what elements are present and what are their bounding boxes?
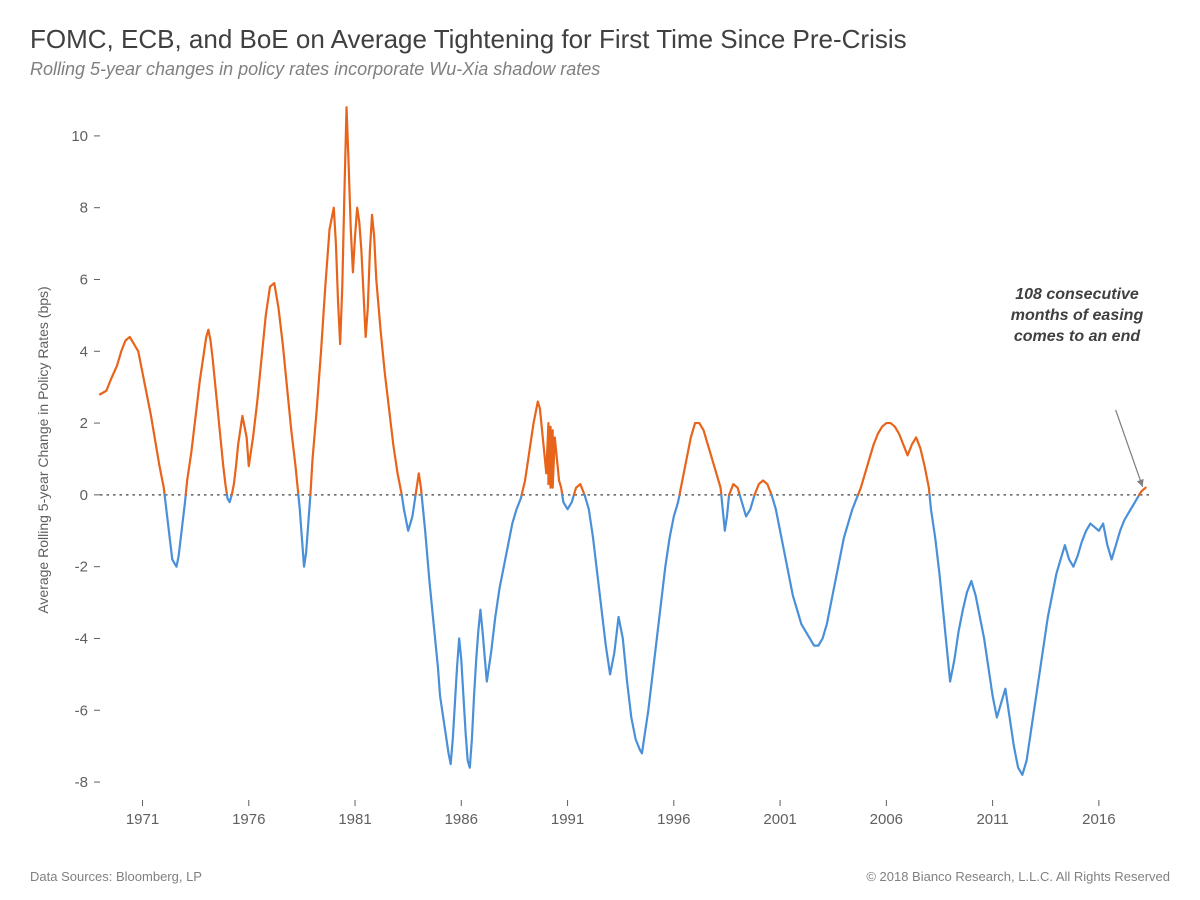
chart-title: FOMC, ECB, and BoE on Average Tightening… xyxy=(30,24,1170,55)
svg-text:1991: 1991 xyxy=(551,811,584,828)
svg-text:-4: -4 xyxy=(75,630,88,647)
svg-text:8: 8 xyxy=(80,200,88,217)
svg-text:1981: 1981 xyxy=(338,811,371,828)
svg-text:2011: 2011 xyxy=(976,811,1008,828)
svg-text:1996: 1996 xyxy=(657,811,690,828)
chart-subtitle: Rolling 5-year changes in policy rates i… xyxy=(30,59,1170,80)
chart-svg: -8 -6 -4 -2 0 2 4 6 8 10 1971 1976 1981 1986 1991 1996 2… xyxy=(30,90,1170,850)
svg-text:2: 2 xyxy=(80,415,88,432)
footer-copyright: © 2018 Bianco Research, L.L.C. All Right… xyxy=(866,869,1170,884)
footer-source: Data Sources: Bloomberg, LP xyxy=(30,869,202,884)
svg-text:1986: 1986 xyxy=(445,811,478,828)
annotation-line: 108 consecutive xyxy=(1015,286,1139,303)
svg-text:2006: 2006 xyxy=(870,811,903,828)
svg-text:-2: -2 xyxy=(75,559,88,576)
chart-area: -8 -6 -4 -2 0 2 4 6 8 10 1971 1976 1981 1986 1991 1996 2… xyxy=(30,90,1170,850)
svg-text:1976: 1976 xyxy=(232,811,265,828)
svg-text:0: 0 xyxy=(80,487,88,504)
svg-text:2016: 2016 xyxy=(1082,811,1115,828)
annotation-text: 108 consecutive months of easing comes t… xyxy=(992,285,1162,347)
svg-text:4: 4 xyxy=(80,343,88,360)
annotation-line: months of easing xyxy=(1011,307,1143,324)
svg-text:2001: 2001 xyxy=(763,811,796,828)
svg-text:-6: -6 xyxy=(75,702,88,719)
svg-text:6: 6 xyxy=(80,271,88,288)
svg-text:10: 10 xyxy=(71,128,88,145)
annotation-line: comes to an end xyxy=(1014,328,1140,345)
svg-text:-8: -8 xyxy=(75,774,88,791)
svg-text:1971: 1971 xyxy=(126,811,159,828)
svg-text:Average Rolling 5-year Change: Average Rolling 5-year Change in Policy … xyxy=(35,286,51,613)
